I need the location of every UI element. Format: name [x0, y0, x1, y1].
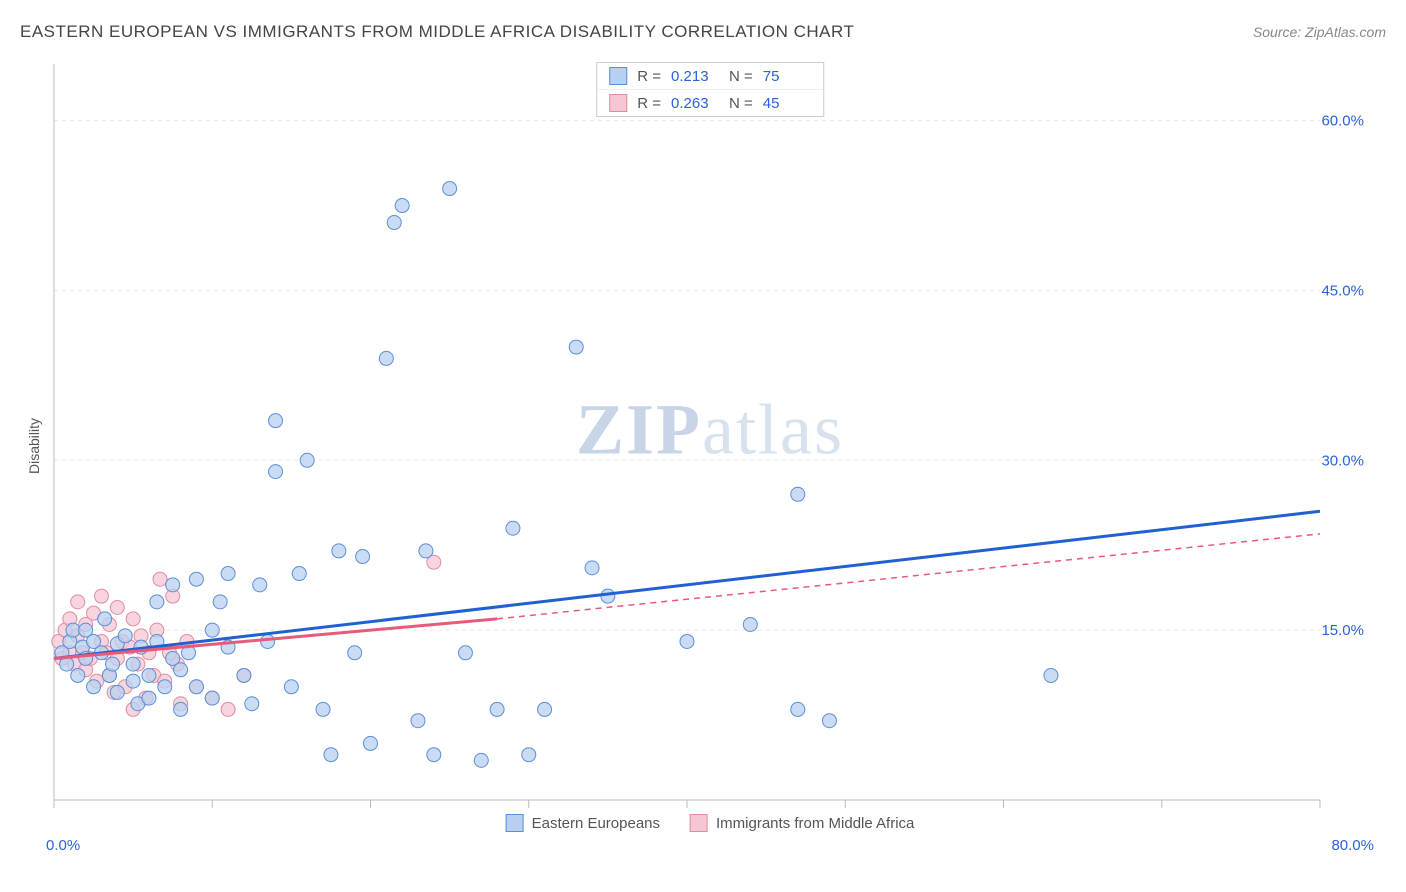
- legend-swatch: [609, 67, 627, 85]
- r-value: 0.213: [671, 68, 719, 85]
- scatter-plot: 15.0% 30.0% 45.0% 60.0%: [50, 60, 1370, 830]
- series-legend-label: Immigrants from Middle Africa: [716, 815, 914, 832]
- svg-text:15.0%: 15.0%: [1321, 622, 1364, 639]
- y-axis-label: Disability: [26, 418, 42, 474]
- stats-legend-row: R = 0.263 N = 45: [597, 89, 823, 116]
- chart-area: ZIPatlas 15.0%30.0%45.0%60.0% R =0.213N …: [50, 60, 1370, 830]
- n-value: 45: [763, 95, 811, 112]
- x-axis-min-label: 0.0%: [46, 837, 80, 854]
- stats-legend-row: R = 0.213 N = 75: [597, 63, 823, 89]
- source-label: Source: ZipAtlas.com: [1253, 24, 1386, 40]
- svg-text:45.0%: 45.0%: [1321, 282, 1364, 299]
- chart-title: EASTERN EUROPEAN VS IMMIGRANTS FROM MIDD…: [20, 22, 854, 42]
- legend-swatch: [609, 94, 627, 112]
- x-axis-max-label: 80.0%: [1331, 837, 1374, 854]
- r-value: 0.263: [671, 95, 719, 112]
- series-legend: Eastern Europeans Immigrants from Middle …: [498, 814, 923, 832]
- n-value: 75: [763, 68, 811, 85]
- n-label: N =: [729, 68, 753, 85]
- series-legend-label: Eastern Europeans: [532, 815, 660, 832]
- stats-legend: R = 0.213 N = 75 R = 0.263 N = 45: [596, 62, 824, 117]
- r-label: R =: [637, 68, 661, 85]
- legend-swatch: [690, 814, 708, 832]
- svg-text:60.0%: 60.0%: [1321, 113, 1364, 130]
- svg-text:30.0%: 30.0%: [1321, 452, 1364, 469]
- n-label: N =: [729, 95, 753, 112]
- legend-swatch: [506, 814, 524, 832]
- r-label: R =: [637, 95, 661, 112]
- series-legend-item: Immigrants from Middle Africa: [690, 814, 914, 832]
- series-legend-item: Eastern Europeans: [506, 814, 660, 832]
